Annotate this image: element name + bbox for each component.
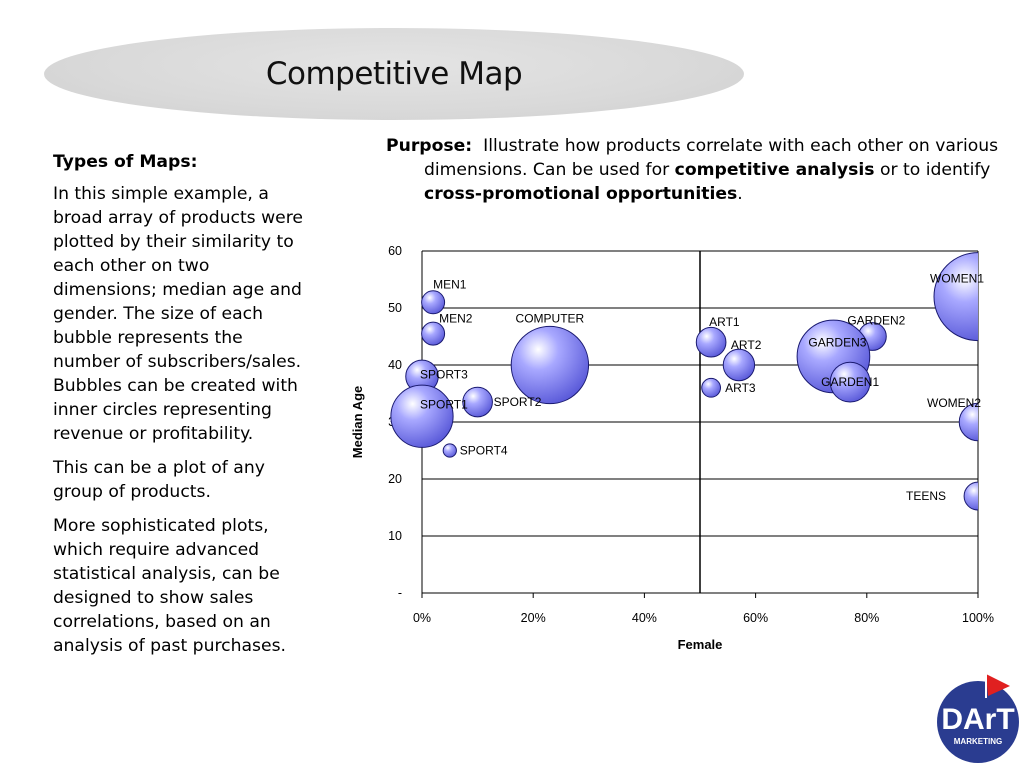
x-tick-label: 80% <box>854 611 879 625</box>
logo-wordmark: DArT <box>941 703 1014 736</box>
bubble-women1 <box>933 252 978 342</box>
bubble-label-art1: ART1 <box>709 315 740 329</box>
bubble-art2 <box>722 348 756 382</box>
purpose-label: Purpose: <box>386 136 473 156</box>
slide-title: Competitive Map <box>265 56 523 92</box>
bubble-label-computer: COMPUTER <box>516 311 585 325</box>
bubble-label-teens: TEENS <box>906 489 946 503</box>
purpose-text-1: Illustrate how products correlate with e… <box>424 136 999 180</box>
bubble-label-men1: MEN1 <box>433 277 467 291</box>
bubble-chart-svg: -1020304050600%20%40%60%80%100%FemaleMed… <box>350 244 994 652</box>
bubble-chart: -1020304050600%20%40%60%80%100%FemaleMed… <box>340 235 1020 665</box>
x-axis-label: Female <box>678 637 723 652</box>
y-tick-label: 10 <box>388 529 402 543</box>
bubble-label-sport3: SPORT3 <box>420 367 468 381</box>
bubble-teens <box>963 481 978 511</box>
x-tick-label: 60% <box>743 611 768 625</box>
y-tick-label: 40 <box>388 358 402 372</box>
purpose-bold-2: cross-promotional opportunities <box>424 184 738 204</box>
purpose-text-2: or to identify <box>879 160 991 180</box>
bubble-label-sport2: SPORT2 <box>494 395 542 409</box>
bubble-label-art2: ART2 <box>731 338 762 352</box>
bubble-label-women1: WOMEN1 <box>930 272 984 286</box>
types-paragraph-2: This can be a plot of any group of produ… <box>53 458 265 502</box>
x-tick-label: 40% <box>632 611 657 625</box>
types-of-maps-heading: Types of Maps: <box>53 152 198 172</box>
purpose-text-3: . <box>737 184 743 204</box>
title-band <box>44 28 744 120</box>
bubble-label-garden2: GARDEN2 <box>847 314 905 328</box>
bubble-label-men2: MEN2 <box>439 312 473 326</box>
bubble-label-garden3: GARDEN3 <box>808 335 866 349</box>
bubbles-group <box>390 252 978 511</box>
y-axis-label: Median Age <box>350 386 365 458</box>
bubble-men1 <box>421 290 446 315</box>
types-paragraph-3: More sophisticated plots, which require … <box>53 516 286 656</box>
y-tick-label: 50 <box>388 301 402 315</box>
bubble-sport1 <box>390 384 454 448</box>
types-of-maps-panel: Types of Maps: In this simple example, a… <box>53 150 315 668</box>
bubble-label-art3: ART3 <box>725 381 756 395</box>
bubble-art3 <box>701 377 722 398</box>
bubble-label-sport4: SPORT4 <box>460 444 508 458</box>
bubble-sport2 <box>462 386 493 418</box>
dart-marketing-logo: DArT MARKETING <box>934 672 1024 764</box>
bubble-computer <box>510 325 590 405</box>
bubble-sport4 <box>442 443 457 458</box>
logo-subtext: MARKETING <box>954 737 1002 746</box>
x-tick-label: 0% <box>413 611 431 625</box>
bubble-label-women2: WOMEN2 <box>927 396 981 410</box>
purpose-statement: Purpose: Illustrate how products correla… <box>386 134 1024 206</box>
bubble-men2 <box>421 321 446 346</box>
bubble-women2 <box>958 402 978 442</box>
purpose-bold-1: competitive analysis <box>674 160 875 180</box>
bubble-label-sport1: SPORT1 <box>420 397 468 411</box>
bubble-label-garden1: GARDEN1 <box>821 375 879 389</box>
x-tick-label: 100% <box>962 611 994 625</box>
x-tick-label: 20% <box>521 611 546 625</box>
bubble-garden1 <box>829 361 871 403</box>
bubble-art1 <box>695 326 727 358</box>
y-tick-label: 60 <box>388 244 402 258</box>
y-tick-label: 20 <box>388 472 402 486</box>
types-paragraph-1: In this simple example, a broad array of… <box>53 184 303 444</box>
y-tick-label: - <box>398 586 402 600</box>
